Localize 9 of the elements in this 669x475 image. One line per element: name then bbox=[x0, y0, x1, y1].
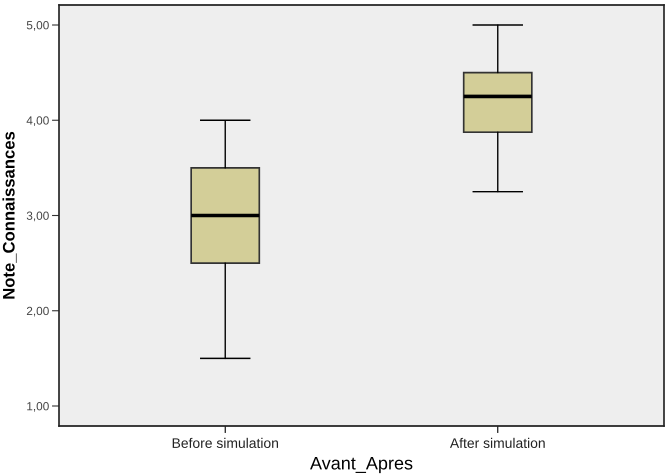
y-tick-label: 4,00 bbox=[26, 116, 49, 126]
x-tick-label: Before simulation bbox=[172, 438, 278, 448]
y-tick-label: 5,00 bbox=[26, 21, 49, 31]
y-tick-label: 1,00 bbox=[27, 402, 49, 412]
x-tick-label: After simulation bbox=[450, 438, 545, 448]
x-axis-title: Avant_Apres bbox=[310, 456, 412, 474]
y-tick-label: 3,00 bbox=[26, 212, 49, 222]
y-axis-title: Note_Connaissances bbox=[2, 132, 17, 299]
y-tick-label: 2,00 bbox=[26, 306, 49, 317]
